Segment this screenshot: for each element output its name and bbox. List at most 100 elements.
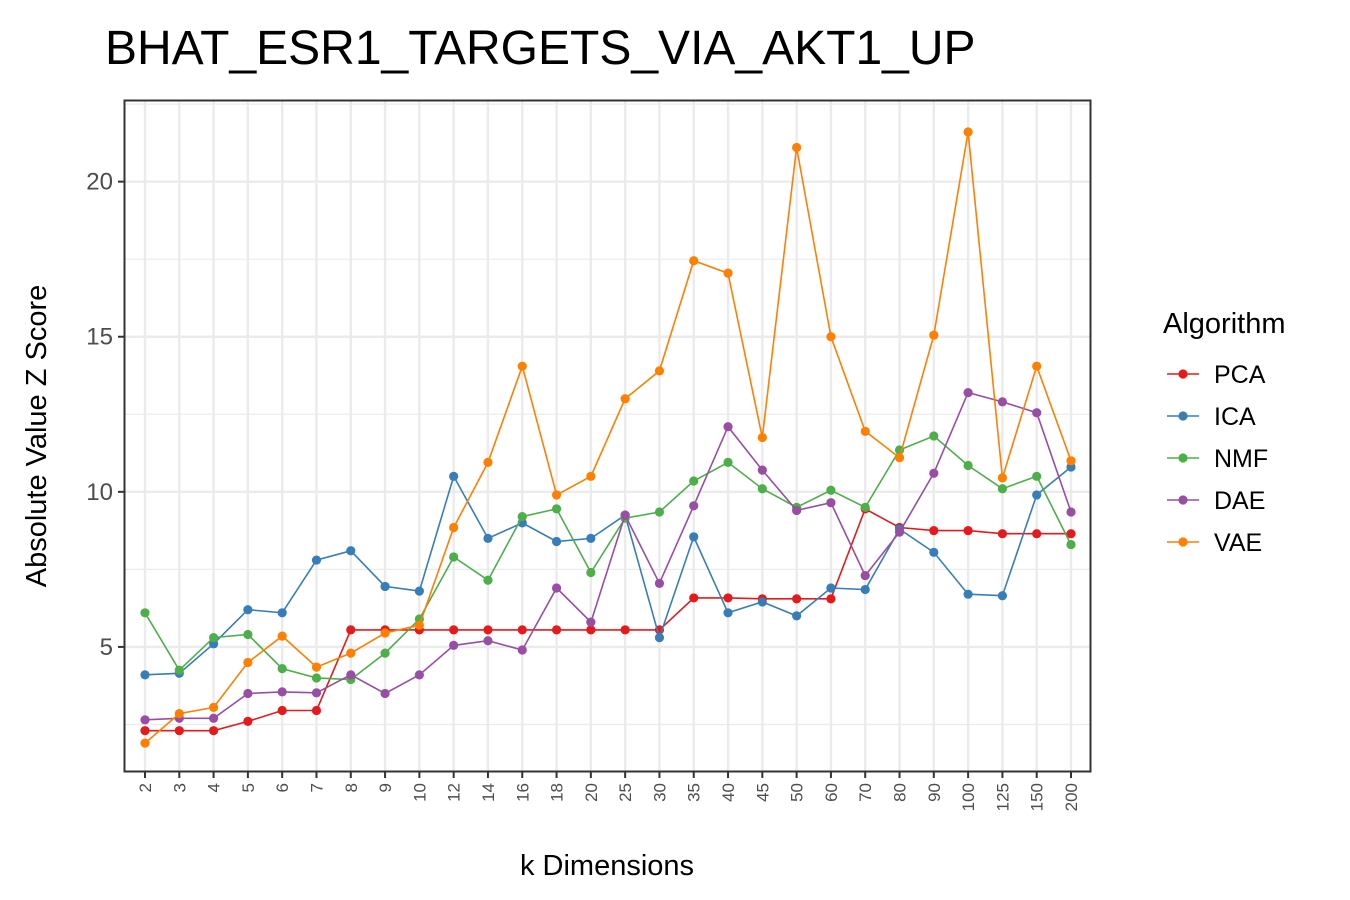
data-point-dae <box>929 468 939 478</box>
y-tick-label: 5 <box>100 634 113 661</box>
gridlines <box>125 101 1090 771</box>
data-point-dae <box>963 387 973 398</box>
data-point-vae <box>140 738 150 748</box>
data-point-nmf <box>963 460 973 471</box>
data-point-dae <box>483 636 493 646</box>
data-point-pca <box>449 625 459 635</box>
data-point-vae <box>483 457 493 467</box>
data-point-nmf <box>1066 539 1076 550</box>
legend-key-point <box>1178 495 1188 505</box>
data-point-vae <box>449 522 459 533</box>
x-tick-label: 40 <box>719 783 738 802</box>
data-point-dae <box>517 645 527 655</box>
data-point-nmf <box>243 629 253 640</box>
x-tick-label: 4 <box>205 783 224 792</box>
data-point-vae <box>860 426 870 436</box>
legend-items: PCA ICA NMF DAE VAE <box>1167 361 1268 557</box>
data-point-vae <box>174 709 184 719</box>
data-point-vae <box>414 620 424 630</box>
data-point-vae <box>346 648 356 658</box>
data-point-pca <box>620 625 630 635</box>
data-point-pca <box>243 716 253 726</box>
data-point-ica <box>346 546 356 556</box>
data-point-dae <box>346 670 356 680</box>
data-point-dae <box>277 687 287 697</box>
data-point-vae <box>689 256 699 266</box>
legend-key-point <box>1178 369 1188 379</box>
x-tick-label: 5 <box>239 783 258 792</box>
x-tick-label: 70 <box>856 783 875 802</box>
data-point-pca <box>929 526 939 536</box>
data-point-vae <box>1032 361 1042 371</box>
x-axis: 2 3 4 5 6 7 8 9 10 12 14 16 18 20 25 30 35 40 45 50 60 70 80 90… <box>136 771 1081 811</box>
data-point-dae <box>208 713 219 723</box>
x-tick-label: 200 <box>1062 783 1081 811</box>
data-point-vae <box>654 366 665 376</box>
legend-label: NMF <box>1214 445 1268 473</box>
data-point-pca <box>208 726 219 736</box>
legend-label: PCA <box>1214 361 1266 389</box>
x-tick-label: 100 <box>959 783 978 811</box>
legend-item-dae: DAE <box>1167 487 1265 515</box>
data-point-vae <box>380 628 390 638</box>
x-tick-label: 16 <box>513 783 532 802</box>
data-point-ica <box>792 611 802 621</box>
data-point-vae <box>208 702 219 713</box>
data-point-vae <box>929 330 939 340</box>
data-point-dae <box>243 688 253 699</box>
x-tick-label: 7 <box>307 783 326 792</box>
data-point-vae <box>894 453 905 463</box>
series-line-dae <box>144 391 1072 721</box>
data-point-pca <box>551 625 562 635</box>
data-point-ica <box>689 532 699 542</box>
data-point-dae <box>757 465 767 475</box>
data-point-dae <box>1032 408 1042 418</box>
x-tick-label: 35 <box>685 783 704 802</box>
data-point-dae <box>414 670 424 680</box>
data-point-ica <box>723 608 733 618</box>
data-point-dae <box>140 715 150 725</box>
data-point-dae <box>551 583 562 593</box>
data-point-vae <box>620 394 630 404</box>
data-point-pca <box>346 625 356 635</box>
data-point-ica <box>860 584 870 595</box>
data-point-pca <box>277 705 287 716</box>
data-point-nmf <box>517 512 527 522</box>
data-point-pca <box>586 625 596 635</box>
data-point-nmf <box>208 633 219 643</box>
data-point-nmf <box>586 567 596 578</box>
series-dae <box>140 387 1076 725</box>
data-point-pca <box>311 705 322 716</box>
data-point-nmf <box>311 673 322 683</box>
data-point-ica <box>380 581 390 592</box>
series-vae <box>140 127 1076 748</box>
x-tick-label: 10 <box>410 783 429 802</box>
data-point-pca <box>1066 529 1076 539</box>
x-tick-label: 80 <box>891 783 910 802</box>
x-axis-title: k Dimensions <box>520 850 694 882</box>
data-point-ica <box>1032 490 1042 500</box>
series-line-nmf <box>144 435 1072 681</box>
chart-title: BHAT_ESR1_TARGETS_VIA_AKT1_UP <box>105 22 976 75</box>
data-point-pca <box>997 529 1008 539</box>
data-point-nmf <box>551 504 562 514</box>
legend-item-vae: VAE <box>1167 529 1262 557</box>
x-tick-label: 125 <box>993 783 1012 811</box>
data-point-nmf <box>723 457 733 467</box>
legend-item-nmf: NMF <box>1167 445 1268 473</box>
data-point-pca <box>963 526 973 536</box>
y-tick-label: 20 <box>86 169 113 196</box>
data-point-vae <box>997 473 1008 483</box>
data-point-ica <box>963 589 973 599</box>
data-point-dae <box>380 688 390 699</box>
data-point-ica <box>826 583 836 593</box>
data-point-vae <box>586 471 596 481</box>
data-point-nmf <box>929 431 939 441</box>
data-point-vae <box>963 127 973 137</box>
data-point-ica <box>243 605 253 615</box>
data-point-dae <box>620 510 630 520</box>
data-point-ica <box>140 670 150 680</box>
x-tick-label: 50 <box>788 783 807 802</box>
legend-item-pca: PCA <box>1167 361 1266 389</box>
data-point-dae <box>723 422 733 432</box>
